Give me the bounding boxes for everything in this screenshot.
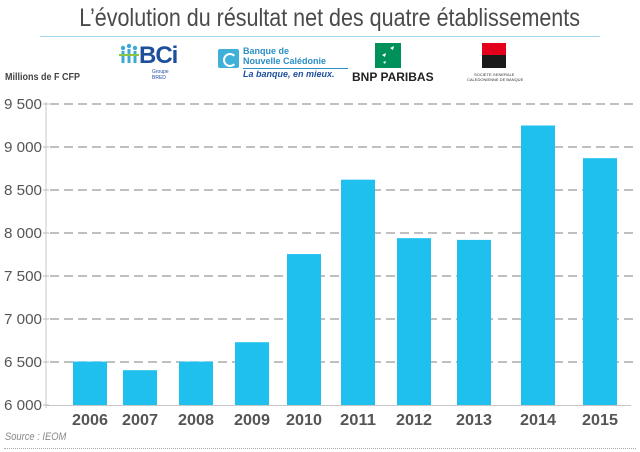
x-tick-label: 2015 <box>582 412 618 429</box>
bar-2009 <box>235 342 269 405</box>
y-axis-label: Millions de F CFP <box>5 72 81 83</box>
x-tick-label: 2007 <box>122 412 158 429</box>
x-tick-label: 2011 <box>340 412 376 429</box>
source-note: Source : IEOM <box>5 431 67 443</box>
y-tick-label: 8 500 <box>4 182 42 199</box>
bci-logo-text: BCi <box>139 42 178 69</box>
chart-title: L’évolution du résultat net des quatre é… <box>79 4 580 32</box>
bar-2013 <box>457 239 491 405</box>
y-tick-label: 6 000 <box>4 397 42 414</box>
bank-logos: BCi Groupe BRED Banque de Nouvelle Caléd… <box>0 40 640 90</box>
sg-line2: CALEDONIENNE DE BANQUE <box>467 77 524 82</box>
y-tick-label: 7 000 <box>4 311 42 328</box>
x-tick-label: 2008 <box>178 412 214 429</box>
sg-line1: SOCIETE GENERALE <box>474 72 515 77</box>
bnc-emblem-icon <box>218 49 239 68</box>
y-tick-label: 9 000 <box>4 139 42 156</box>
bar-2010 <box>287 254 321 405</box>
bnc-line2: Nouvelle Calédonie <box>243 56 327 66</box>
bnc-tagline: La banque, en mieux. <box>243 69 335 79</box>
x-tick-label: 2012 <box>396 412 432 429</box>
bnp-logo-text: BNP PARIBAS <box>352 70 434 84</box>
bottom-divider <box>4 448 636 449</box>
bar-2012 <box>397 238 431 405</box>
societe-generale-logo: SOCIETE GENERALE CALEDONIENNE DE BANQUE <box>460 43 530 87</box>
y-tick-label: 6 500 <box>4 354 42 371</box>
bnc-logo: Banque de Nouvelle Calédonie La banque, … <box>218 46 358 82</box>
bar-2006 <box>73 361 107 405</box>
x-tick-label: 2009 <box>234 412 270 429</box>
bar-2011 <box>341 179 375 405</box>
bnp-stars-icon <box>375 43 401 68</box>
y-tick-label: 9 500 <box>4 96 42 113</box>
bar-2015 <box>583 158 617 405</box>
bci-logo: BCi Groupe BRED <box>118 42 178 81</box>
y-tick-label: 8 000 <box>4 225 42 242</box>
x-tick-label: 2010 <box>286 412 322 429</box>
x-tick-label: 2014 <box>520 412 556 429</box>
y-tick-label: 7 500 <box>4 268 42 285</box>
bar-2014 <box>521 125 555 405</box>
bar-2008 <box>179 361 213 405</box>
bci-figures-icon <box>119 43 139 63</box>
x-tick-label: 2013 <box>456 412 492 429</box>
sg-square-icon <box>482 43 506 68</box>
bci-logo-sub: Groupe BRED <box>152 69 169 81</box>
title-underline <box>40 36 600 37</box>
bnp-paribas-logo: BNP PARIBAS <box>352 43 434 87</box>
bnc-line1: Banque de <box>243 46 290 56</box>
bar-2007 <box>123 370 157 405</box>
x-tick-label: 2006 <box>72 412 108 429</box>
